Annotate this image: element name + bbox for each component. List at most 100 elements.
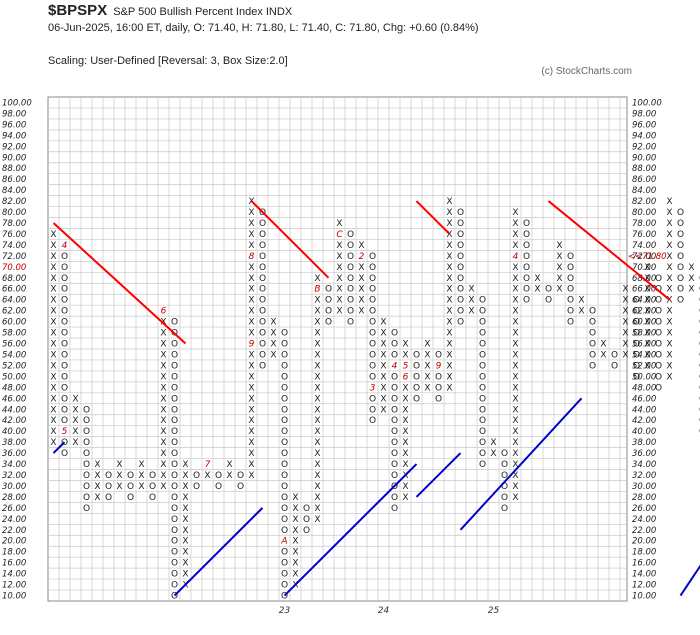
x-box: X bbox=[644, 285, 650, 295]
x-box: X bbox=[666, 340, 672, 350]
x-box: X bbox=[182, 504, 188, 514]
y-tick-label-left: 40.00 bbox=[2, 427, 26, 437]
y-tick-label-right: 24.00 bbox=[632, 515, 656, 525]
y-tick-label-right: 84.00 bbox=[632, 186, 656, 196]
o-box: O bbox=[149, 471, 156, 481]
o-box: O bbox=[347, 285, 354, 295]
x-box: X bbox=[666, 241, 672, 251]
x-box: X bbox=[72, 405, 78, 415]
x-box: X bbox=[644, 296, 650, 306]
scaling-line: Scaling: User-Defined [Reversal: 3, Box … bbox=[48, 55, 288, 67]
x-box: X bbox=[50, 252, 56, 262]
o-box: O bbox=[171, 438, 178, 448]
o-box: O bbox=[105, 493, 112, 503]
o-box: O bbox=[171, 515, 178, 525]
o-box: O bbox=[347, 252, 354, 262]
x-box: X bbox=[424, 361, 430, 371]
x-box: X bbox=[666, 252, 672, 262]
x-box: X bbox=[402, 427, 408, 437]
o-box: O bbox=[699, 285, 700, 295]
o-box: O bbox=[699, 307, 700, 317]
o-box: O bbox=[677, 230, 684, 240]
y-tick-label-left: 42.00 bbox=[2, 416, 26, 426]
o-box: O bbox=[369, 318, 376, 328]
x-box: X bbox=[138, 460, 144, 470]
y-tick-label-right: 92.00 bbox=[632, 142, 656, 152]
month-mark: 4 bbox=[392, 361, 398, 371]
o-box: O bbox=[677, 274, 684, 284]
o-box: O bbox=[677, 208, 684, 218]
o-box: O bbox=[61, 340, 68, 350]
x-box: X bbox=[314, 394, 320, 404]
month-mark: C bbox=[336, 230, 343, 240]
x-box: X bbox=[160, 482, 166, 492]
o-box: O bbox=[61, 274, 68, 284]
x-box: X bbox=[534, 285, 540, 295]
x-box: X bbox=[50, 241, 56, 251]
o-box: O bbox=[61, 405, 68, 415]
x-box: X bbox=[50, 263, 56, 273]
y-tick-label-right: 90.00 bbox=[632, 153, 656, 163]
o-box: O bbox=[611, 361, 618, 371]
x-box: X bbox=[94, 471, 100, 481]
support-trendline bbox=[459, 397, 583, 531]
x-box: X bbox=[248, 449, 254, 459]
o-box: O bbox=[413, 372, 420, 382]
x-box: X bbox=[512, 285, 518, 295]
y-tick-label-right: 18.00 bbox=[632, 548, 656, 558]
y-tick-label-left: 70.00 bbox=[2, 263, 26, 273]
o-box: O bbox=[127, 493, 134, 503]
o-box: O bbox=[171, 559, 178, 569]
y-tick-label-right: 88.00 bbox=[632, 164, 656, 174]
index-name: S&P 500 Bullish Percent Index INDX bbox=[113, 6, 293, 18]
o-box: O bbox=[457, 252, 464, 262]
x-box: X bbox=[644, 307, 650, 317]
x-box: X bbox=[512, 460, 518, 470]
o-box: O bbox=[281, 427, 288, 437]
o-box: O bbox=[61, 383, 68, 393]
y-tick-label-left: 28.00 bbox=[2, 493, 26, 503]
o-box: O bbox=[479, 405, 486, 415]
o-box: O bbox=[567, 263, 574, 273]
x-box: X bbox=[50, 394, 56, 404]
x-box: X bbox=[666, 197, 672, 207]
o-box: O bbox=[83, 416, 90, 426]
x-box: X bbox=[402, 416, 408, 426]
o-box: O bbox=[567, 318, 574, 328]
x-box: X bbox=[314, 449, 320, 459]
o-box: O bbox=[391, 504, 398, 514]
x-box: X bbox=[292, 504, 298, 514]
x-box: X bbox=[512, 394, 518, 404]
x-box: X bbox=[160, 471, 166, 481]
o-box: O bbox=[523, 230, 530, 240]
o-box: O bbox=[413, 350, 420, 360]
x-box: X bbox=[402, 449, 408, 459]
o-box: O bbox=[699, 361, 700, 371]
o-box: O bbox=[699, 394, 700, 404]
x-box: X bbox=[292, 526, 298, 536]
o-box: O bbox=[589, 361, 596, 371]
x-box: X bbox=[204, 471, 210, 481]
o-box: O bbox=[699, 318, 700, 328]
o-box: O bbox=[391, 471, 398, 481]
y-tick-label-left: 16.00 bbox=[2, 559, 26, 569]
o-box: O bbox=[369, 296, 376, 306]
x-box: X bbox=[314, 460, 320, 470]
resistance-trendline bbox=[547, 200, 671, 301]
y-tick-label-left: 98.00 bbox=[2, 109, 26, 119]
ohlc-line: 06-Jun-2025, 16:00 ET, daily, O: 71.40, … bbox=[48, 22, 479, 34]
x-box: X bbox=[622, 350, 628, 360]
o-box: O bbox=[259, 296, 266, 306]
o-box: O bbox=[61, 394, 68, 404]
o-box: O bbox=[413, 383, 420, 393]
y-tick-label-right: 42.00 bbox=[632, 416, 656, 426]
o-box: O bbox=[479, 350, 486, 360]
y-tick-label-left: 84.00 bbox=[2, 186, 26, 196]
o-box: O bbox=[391, 427, 398, 437]
o-box: O bbox=[369, 350, 376, 360]
x-box: X bbox=[666, 230, 672, 240]
x-box: X bbox=[182, 515, 188, 525]
o-box: O bbox=[633, 307, 640, 317]
x-box: X bbox=[248, 208, 254, 218]
o-box: O bbox=[281, 570, 288, 580]
